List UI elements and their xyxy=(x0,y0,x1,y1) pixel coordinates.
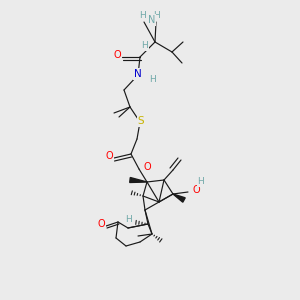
Text: O: O xyxy=(113,50,121,60)
Polygon shape xyxy=(130,178,147,182)
Text: H: H xyxy=(154,11,160,20)
Text: S: S xyxy=(138,116,144,126)
Text: H: H xyxy=(198,178,204,187)
Text: O: O xyxy=(143,162,151,172)
Text: O: O xyxy=(192,185,200,195)
Text: O: O xyxy=(105,151,113,161)
Text: H: H xyxy=(142,41,148,50)
Text: H: H xyxy=(139,11,145,20)
Polygon shape xyxy=(173,194,185,202)
Text: O: O xyxy=(97,219,105,229)
Text: N: N xyxy=(148,15,156,25)
Text: N: N xyxy=(134,69,142,79)
Text: H: H xyxy=(148,74,155,83)
Text: H: H xyxy=(126,215,132,224)
